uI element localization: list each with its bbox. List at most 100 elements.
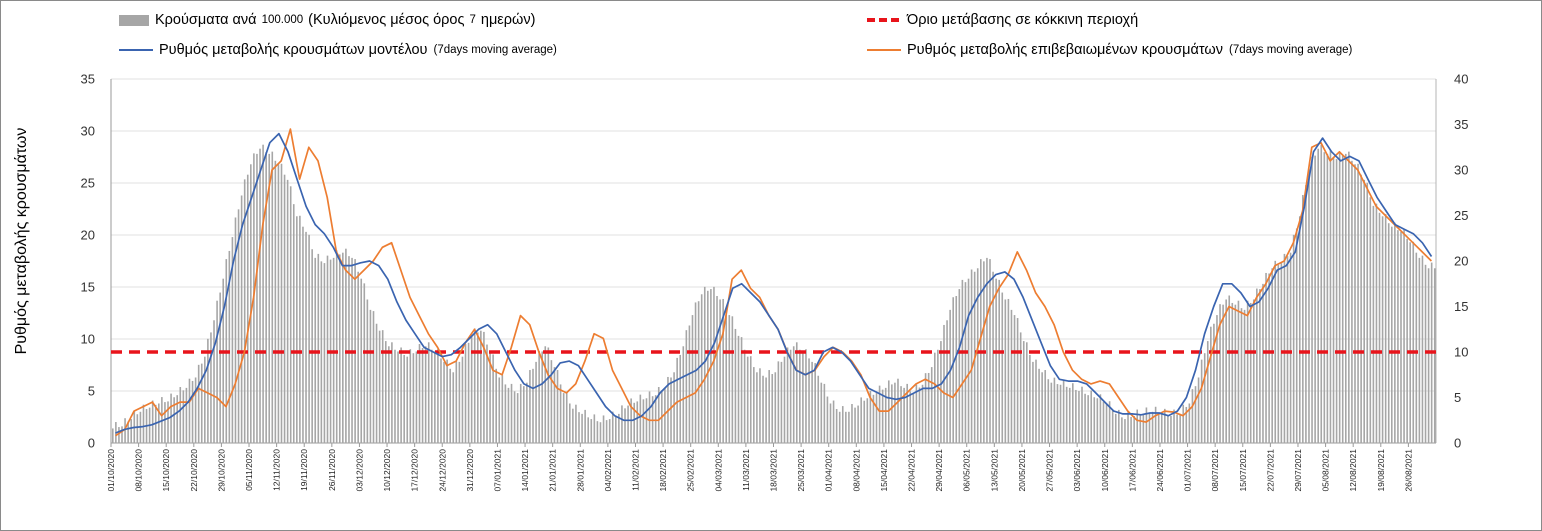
bar-12-0	[222, 278, 225, 443]
bar-59-0	[654, 395, 657, 443]
x-tick-41: 15/07/2021	[1238, 449, 1248, 492]
bar-91-2	[955, 296, 958, 443]
bar-14-2	[246, 174, 249, 443]
bar-46-2	[541, 351, 543, 443]
bar-20-1	[299, 215, 301, 443]
y-axis-title-text: Ρυθμός μεταβολής κρουσμάτων	[13, 127, 30, 355]
bar-93-0	[967, 278, 970, 443]
bar-85-0	[894, 382, 896, 443]
bar-49-1	[565, 392, 568, 443]
bar-130-2	[1314, 155, 1316, 443]
bar-67-2	[734, 328, 737, 443]
bar-21-1	[308, 234, 310, 443]
bar-8-1	[188, 378, 191, 443]
bar-15-0	[250, 164, 252, 443]
bar-98-0	[1013, 315, 1016, 443]
bar-9-1	[197, 364, 200, 443]
bar-134-1	[1348, 151, 1350, 444]
x-tick-20: 18/02/2021	[658, 449, 668, 492]
bar-140-1	[1403, 229, 1405, 443]
bar-111-0	[1133, 415, 1135, 443]
x-tick-44: 05/08/2021	[1321, 449, 1331, 492]
x-tick-19: 11/02/2021	[630, 449, 640, 491]
bar-128-2	[1295, 228, 1298, 443]
bar-45-1	[529, 370, 531, 443]
x-tick-21: 25/02/2021	[686, 449, 696, 492]
bar-119-0	[1206, 341, 1209, 443]
bar-9-0	[194, 377, 197, 443]
bar-55-2	[624, 408, 626, 443]
bar-104-1	[1072, 383, 1074, 443]
bar-113-0	[1151, 411, 1154, 443]
bar-112-1	[1145, 407, 1148, 443]
legend-model-note: (7days moving average)	[433, 44, 557, 56]
bar-142-2	[1424, 264, 1427, 443]
bar-87-2	[918, 387, 921, 443]
bar-0-0	[112, 428, 114, 443]
bar-7-0	[176, 395, 179, 443]
bar-133-1	[1338, 151, 1341, 444]
bar-77-2	[826, 396, 829, 443]
bar-125-1	[1265, 272, 1267, 443]
bar-123-0	[1243, 309, 1246, 443]
x-tick-36: 10/06/2021	[1100, 449, 1110, 492]
bar-86-1	[906, 383, 908, 443]
y-right-tick-5: 5	[1454, 390, 1461, 405]
bar-100-0	[1032, 361, 1034, 443]
bar-66-0	[719, 299, 721, 443]
bar-123-2	[1249, 302, 1252, 443]
bar-37-1	[455, 361, 458, 443]
bar-124-1	[1256, 288, 1258, 443]
bar-129-0	[1298, 216, 1301, 443]
bar-13-0	[231, 237, 234, 443]
bar-58-0	[645, 398, 648, 443]
bar-110-2	[1130, 417, 1132, 443]
bar-90-0	[940, 341, 942, 443]
bar-131-2	[1323, 152, 1326, 443]
bar-107-0	[1096, 398, 1099, 443]
bar-51-2	[587, 417, 590, 443]
bar-64-1	[703, 286, 706, 443]
bar-51-1	[584, 409, 586, 443]
bar-76-2	[817, 375, 820, 443]
series-confirmed-line	[115, 128, 1432, 437]
bar-87-1	[915, 384, 918, 443]
bar-71-0	[765, 377, 767, 443]
bar-95-2	[992, 271, 994, 443]
x-tick-31: 06/05/2021	[962, 449, 972, 492]
bar-10-2	[210, 332, 212, 443]
bar-16-2	[265, 152, 267, 443]
bar-68-1	[740, 337, 743, 443]
bar-98-2	[1019, 332, 1022, 443]
bar-99-0	[1022, 341, 1025, 443]
bar-42-0	[498, 377, 501, 443]
bar-135-2	[1360, 174, 1362, 443]
bar-14-1	[243, 179, 246, 444]
bar-21-0	[305, 231, 307, 443]
bar-10-0	[204, 356, 206, 443]
bar-72-0	[774, 372, 777, 443]
bar-6-2	[173, 397, 175, 443]
bar-101-2	[1047, 379, 1050, 443]
bar-74-2	[799, 349, 801, 443]
bar-114-1	[1164, 408, 1166, 443]
legend-threshold: Όριο μετάβασης σε κόκκινη περιοχή	[867, 12, 1138, 28]
bar-136-2	[1369, 197, 1372, 443]
bar-103-1	[1062, 380, 1065, 443]
bar-13-1	[234, 217, 237, 443]
x-tick-11: 17/12/2020	[410, 449, 420, 492]
bar-65-2	[716, 296, 718, 443]
bar-119-1	[1210, 326, 1212, 443]
bar-78-0	[829, 403, 832, 443]
bar-89-1	[933, 352, 936, 443]
bar-82-2	[872, 394, 875, 443]
bar-112-2	[1148, 412, 1151, 443]
bar-43-2	[513, 391, 516, 443]
bar-34-1	[427, 342, 430, 443]
x-tick-43: 29/07/2021	[1293, 449, 1303, 492]
x-tick-10: 10/12/2020	[382, 449, 392, 492]
x-tick-33: 20/05/2021	[1017, 449, 1027, 492]
bar-57-2	[642, 399, 645, 443]
bar-5-0	[158, 403, 160, 443]
bar-69-0	[746, 356, 749, 443]
